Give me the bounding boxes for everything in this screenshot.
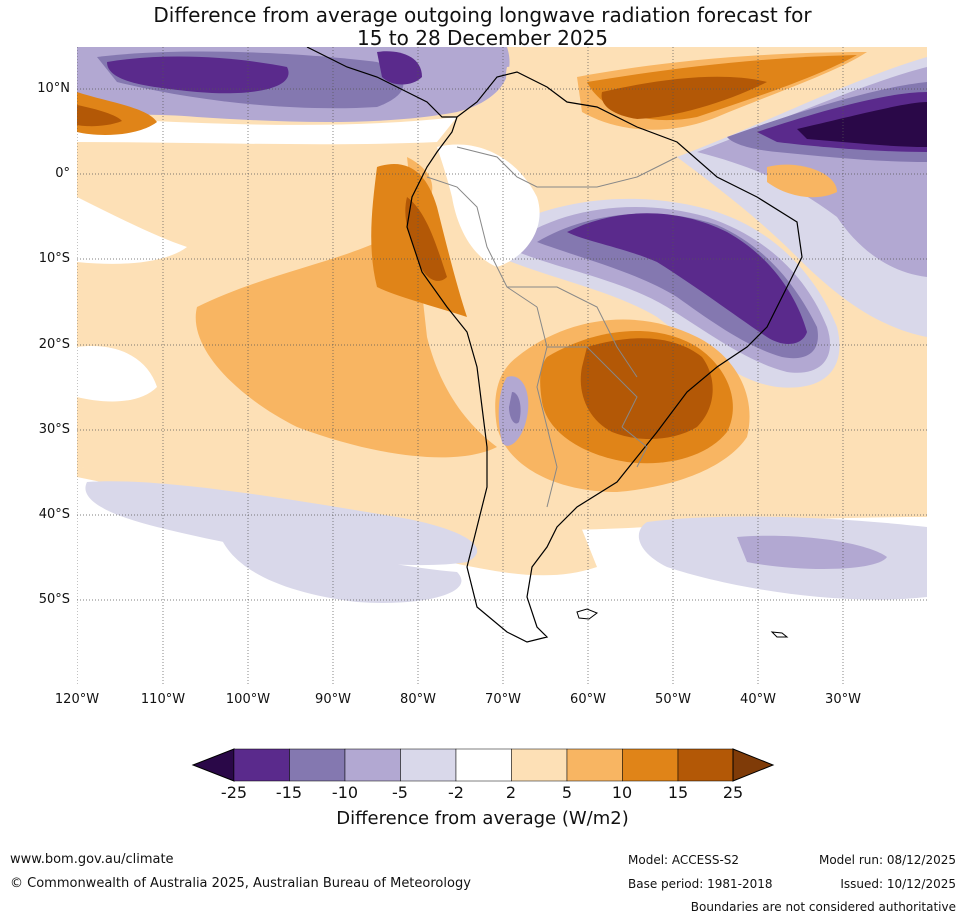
colorbar-tick: -15 bbox=[275, 783, 303, 802]
colorbar-segment bbox=[233, 748, 290, 782]
colorbar-tick: -25 bbox=[220, 783, 248, 802]
anomaly-purple-argentina-andes-2 bbox=[509, 392, 521, 424]
lon-label: 110°W bbox=[140, 692, 186, 707]
lat-label: 30°S bbox=[38, 422, 70, 437]
anomaly-brown-southern-brazil bbox=[580, 338, 713, 439]
lon-label: 120°W bbox=[54, 692, 100, 707]
anomaly-neutral-west-2 bbox=[77, 346, 157, 402]
colorbar-segment bbox=[622, 748, 679, 782]
lon-label: 60°W bbox=[570, 692, 606, 707]
issued-text: Issued: 10/12/2025 bbox=[840, 877, 956, 891]
website-link[interactable]: www.bom.gov.au/climate bbox=[10, 852, 174, 867]
colorbar-tick: 10 bbox=[611, 783, 633, 802]
model-run-text: Model run: 08/12/2025 bbox=[818, 853, 956, 867]
colorbar-tick: -5 bbox=[392, 783, 408, 802]
model-text: Model: ACCESS-S2 bbox=[628, 853, 740, 867]
graticule bbox=[77, 47, 927, 685]
colorbar bbox=[191, 748, 775, 782]
colorbar-low-arrow bbox=[191, 748, 235, 782]
anomaly-brown-caribbean bbox=[601, 76, 767, 119]
lat-label: 10°N bbox=[37, 81, 70, 96]
anomaly-light-purple-south-mid bbox=[217, 527, 462, 603]
lat-label: 50°S bbox=[38, 592, 70, 607]
anomaly-brown-pacific-5n bbox=[77, 105, 122, 127]
lon-label: 40°W bbox=[740, 692, 776, 707]
colorbar-title: Difference from average (W/m2) bbox=[336, 808, 629, 829]
colorbar-segment bbox=[344, 748, 401, 782]
lon-label: 70°W bbox=[485, 692, 521, 707]
colorbar-tick: -2 bbox=[448, 783, 464, 802]
lat-label: 40°S bbox=[38, 507, 70, 522]
colorbar-tick: 25 bbox=[722, 783, 744, 802]
colorbar-segment bbox=[677, 748, 734, 782]
colorbar-segment bbox=[400, 748, 457, 782]
anomaly-darkest-purple-atlantic bbox=[797, 102, 927, 147]
anomaly-mid-purple-south-east bbox=[737, 535, 887, 569]
colorbar-tick: 15 bbox=[667, 783, 689, 802]
anomaly-light-purple-south-west bbox=[85, 481, 478, 566]
country-borders bbox=[426, 146, 678, 508]
anomaly-brown-peru bbox=[405, 197, 447, 281]
lon-label: 100°W bbox=[225, 692, 271, 707]
disclaimer-text: Boundaries are not considered authoritat… bbox=[690, 900, 956, 914]
title-line-2: 15 to 28 December 2025 bbox=[356, 26, 608, 50]
map-svg bbox=[77, 47, 927, 685]
base-period-text: Base period: 1981-2018 bbox=[628, 877, 773, 891]
colorbar-segment bbox=[289, 748, 346, 782]
falkland-islands bbox=[576, 608, 599, 620]
olr-anomaly-map bbox=[77, 47, 927, 685]
colorbar-segment bbox=[566, 748, 623, 782]
colorbar-tick: 5 bbox=[561, 783, 573, 802]
lat-label: 0° bbox=[55, 166, 70, 181]
colorbar-tick: -10 bbox=[331, 783, 359, 802]
anomaly-orange-pacific bbox=[195, 157, 497, 458]
anomaly-deep-purple-north-pacific bbox=[107, 56, 289, 94]
lon-label: 90°W bbox=[315, 692, 351, 707]
lon-label: 80°W bbox=[400, 692, 436, 707]
central-america-coastline bbox=[306, 47, 457, 118]
colorbar-high-arrow bbox=[732, 748, 775, 782]
chart-title: Difference from average outgoing longwav… bbox=[0, 4, 965, 50]
lon-label: 30°W bbox=[825, 692, 861, 707]
copyright-text: © Commonwealth of Australia 2025, Austra… bbox=[10, 876, 471, 891]
anomaly-orange-atlantic-eq bbox=[767, 164, 837, 198]
lat-label: 10°S bbox=[38, 251, 70, 266]
colorbar-segment bbox=[511, 748, 568, 782]
anomaly-neutral-amazon bbox=[437, 144, 540, 267]
anomaly-deep-purple-central-america bbox=[377, 51, 422, 85]
south-georgia bbox=[770, 631, 789, 638]
anomaly-neutral-itcz bbox=[77, 117, 457, 145]
south-america-coastline bbox=[406, 71, 803, 643]
colorbar-tick: 2 bbox=[505, 783, 517, 802]
title-line-1: Difference from average outgoing longwav… bbox=[153, 3, 812, 27]
colorbar-segment bbox=[455, 748, 512, 782]
lon-label: 50°W bbox=[655, 692, 691, 707]
anomaly-deep-purple-brazil bbox=[567, 213, 807, 344]
anomaly-neutral-west bbox=[77, 197, 187, 264]
lat-label: 20°S bbox=[38, 337, 70, 352]
